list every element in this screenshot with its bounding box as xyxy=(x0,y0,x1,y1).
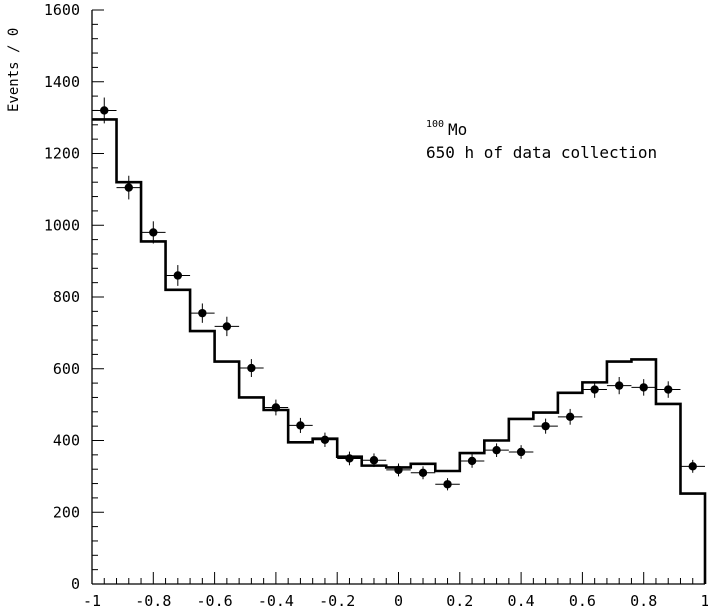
annotation: 100 Mo 650 h of data collection xyxy=(426,119,657,162)
data-point-marker xyxy=(492,445,501,455)
x-tick-label: 0.4 xyxy=(508,592,535,610)
x-tick-label: -0.2 xyxy=(319,592,355,610)
data-point xyxy=(386,463,411,477)
y-tick-label: 800 xyxy=(53,288,80,306)
data-point xyxy=(533,418,558,434)
y-axis-label: Events / 0 xyxy=(6,28,22,112)
data-point xyxy=(92,97,117,124)
data-point-marker xyxy=(590,385,599,394)
histogram-line xyxy=(92,118,707,584)
data-point-marker xyxy=(320,435,330,444)
data-point-marker xyxy=(467,456,477,466)
data-point-marker xyxy=(173,271,183,280)
data-point-marker xyxy=(565,412,575,422)
data-point xyxy=(165,265,191,286)
data-point-marker xyxy=(345,454,354,463)
chart-axes xyxy=(91,10,705,585)
data-point xyxy=(239,359,264,378)
data-point-marker xyxy=(271,403,281,412)
x-tick-label: -0.6 xyxy=(197,592,233,610)
data-point xyxy=(655,381,681,398)
data-point xyxy=(435,478,460,491)
data-point xyxy=(459,454,485,468)
data-point xyxy=(484,443,509,458)
data-point xyxy=(631,379,656,396)
annotation-isotope-symbol: Mo xyxy=(448,120,467,139)
x-tick-label: 0.2 xyxy=(446,592,473,610)
chart-ticks xyxy=(91,9,706,585)
x-tick-label: 1 xyxy=(700,592,708,610)
annotation-isotope-mass: 100 xyxy=(426,119,444,130)
data-point-marker xyxy=(149,228,158,237)
y-tick-label: 200 xyxy=(53,503,80,521)
data-point-marker xyxy=(100,106,109,115)
data-point-marker xyxy=(443,480,452,489)
data-point-marker xyxy=(247,363,256,373)
data-point-marker xyxy=(639,383,648,392)
data-point-marker xyxy=(198,308,207,318)
data-point xyxy=(214,316,240,337)
data-point xyxy=(312,432,338,447)
data-point xyxy=(557,408,583,425)
y-tick-label: 600 xyxy=(53,360,80,378)
data-point xyxy=(190,303,215,323)
data-point xyxy=(582,381,607,398)
data-point xyxy=(141,221,166,244)
annotation-text: 650 h of data collection xyxy=(426,143,657,162)
data-point-marker xyxy=(394,465,403,475)
data-point xyxy=(288,417,313,433)
y-tick-label: 0 xyxy=(71,575,80,593)
data-point-marker xyxy=(614,381,624,390)
y-tick-label: 400 xyxy=(53,432,80,450)
data-point-marker xyxy=(296,421,305,430)
data-point-marker xyxy=(541,421,550,431)
x-tick-label: 0.8 xyxy=(630,592,657,610)
histogram-series xyxy=(92,118,707,584)
data-point-marker xyxy=(222,322,232,331)
data-point-marker xyxy=(664,385,673,394)
x-tick-label: -1 xyxy=(83,592,101,610)
data-point-marker xyxy=(516,447,526,457)
x-tick-label: 0 xyxy=(394,592,403,610)
x-tick-label: 0.6 xyxy=(569,592,596,610)
data-point xyxy=(361,453,387,468)
data-point-marker xyxy=(369,456,379,465)
y-tick-label: 1600 xyxy=(44,1,80,19)
data-point-marker xyxy=(124,183,133,192)
data-point xyxy=(680,459,705,473)
data-points-series xyxy=(92,97,705,491)
data-point xyxy=(508,445,534,459)
y-tick-label: 1400 xyxy=(44,73,80,91)
data-point xyxy=(606,377,632,395)
data-point-marker xyxy=(418,468,428,477)
data-point xyxy=(410,466,436,480)
data-point xyxy=(337,451,362,466)
y-tick-label: 1000 xyxy=(44,216,80,234)
data-point-marker xyxy=(688,462,697,471)
chart-tick-labels: -1 -0.8 -0.6 -0.4 -0.2 0 0.2 0.4 0.6 0.8 1 0 200 400 6… xyxy=(44,1,708,610)
data-point xyxy=(116,175,142,200)
x-tick-label: -0.4 xyxy=(258,592,294,610)
y-tick-label: 1200 xyxy=(44,145,80,163)
x-tick-label: -0.8 xyxy=(135,592,171,610)
data-point xyxy=(263,399,289,416)
